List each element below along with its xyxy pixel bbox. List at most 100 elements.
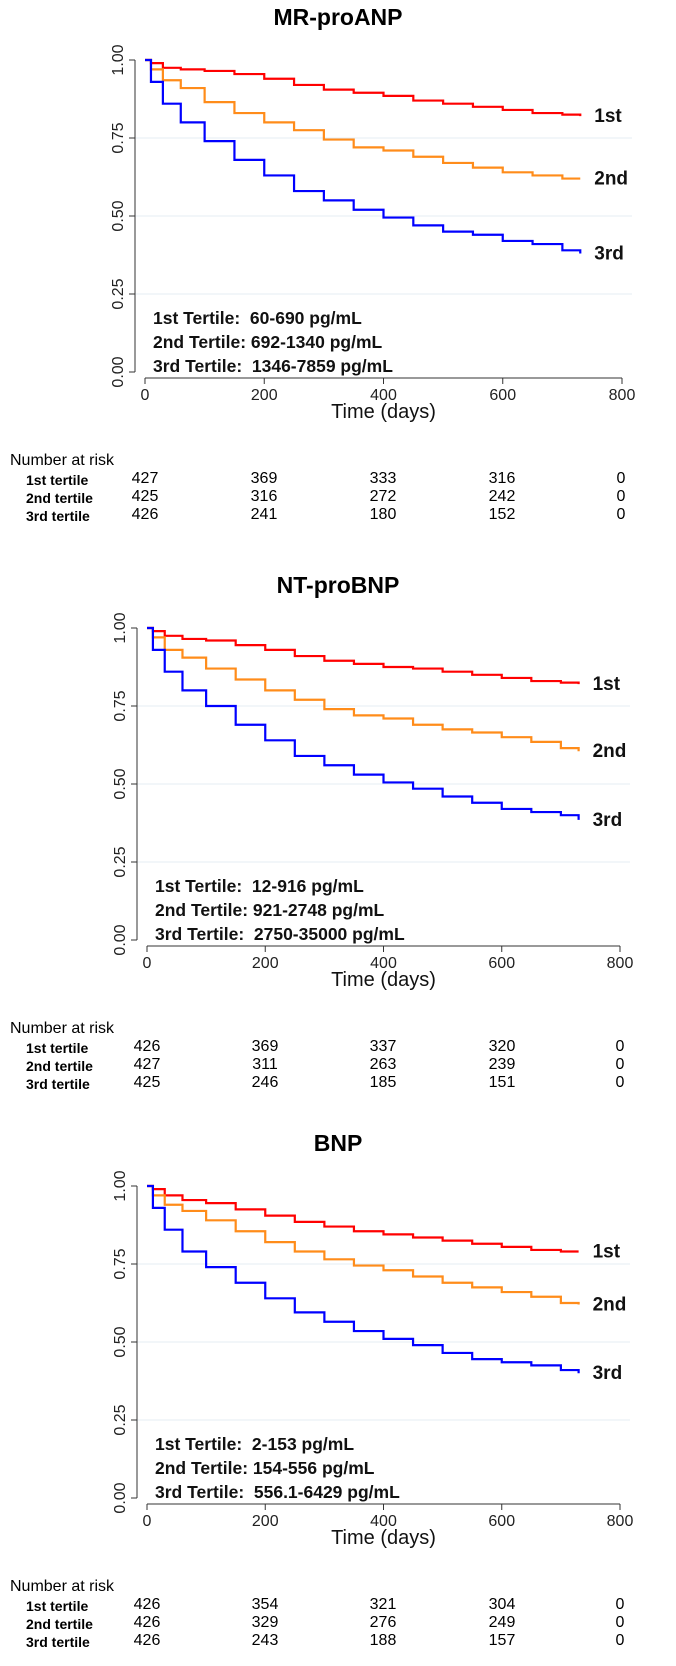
- risk-value: 426: [133, 1614, 161, 1631]
- risk-value: 425: [133, 1074, 161, 1091]
- risk-value: 369: [251, 1038, 279, 1055]
- x-tick-label: 200: [252, 955, 279, 972]
- risk-value: 426: [133, 1038, 161, 1055]
- risk-value: 427: [133, 1056, 161, 1073]
- series-line-1st: [147, 1184, 579, 1253]
- risk-value: 0: [616, 506, 626, 523]
- series-end-label: 2nd: [593, 1295, 627, 1316]
- y-tick-label: 1.00: [112, 1170, 129, 1201]
- tertile-range-note: 1st Tertile: 12-916 pg/mL: [155, 876, 364, 896]
- risk-value: 0: [615, 1038, 625, 1055]
- risk-value: 272: [369, 488, 397, 505]
- km-plot-bnp: 0.00 0.25 0.50 0.75 1.00 0 200 400 600 800 Time (d…: [112, 1170, 634, 1549]
- series-line-1st: [147, 626, 580, 685]
- risk-value: 151: [488, 1074, 516, 1091]
- series-line-3rd: [147, 626, 580, 820]
- y-tick-label: 1.00: [110, 44, 127, 75]
- risk-value: 152: [488, 506, 516, 523]
- risk-value: 242: [488, 488, 516, 505]
- tertile-range-note: 2nd Tertile: 921-2748 pg/mL: [155, 900, 385, 920]
- series-line-1st: [145, 58, 582, 117]
- risk-value: 316: [250, 488, 278, 505]
- chart-title: MR-proANP: [273, 4, 403, 30]
- y-tick-label: 0.75: [112, 1248, 129, 1279]
- risk-value: 0: [615, 1596, 625, 1613]
- risk-value: 304: [488, 1596, 516, 1613]
- tertile-range-note: 1st Tertile: 2-153 pg/mL: [155, 1434, 354, 1454]
- y-tick-label: 0.00: [112, 1482, 129, 1513]
- km-plot-nt-probnp: 0.00 0.25 0.50 0.75 1.00 0 200 400 600 800 Time (d…: [112, 612, 634, 991]
- x-tick-label: 800: [607, 1513, 634, 1530]
- risk-value: 0: [616, 488, 626, 505]
- series-line-2nd: [145, 58, 581, 180]
- y-tick-label: 0.25: [112, 1404, 129, 1435]
- risk-value: 354: [251, 1596, 279, 1613]
- series-end-label: 1st: [594, 106, 622, 127]
- x-tick-label: 400: [370, 955, 397, 972]
- risk-row-label: 1st tertile: [26, 472, 89, 488]
- risk-table-header: Number at risk: [10, 452, 115, 469]
- x-axis-label: Time (days): [331, 401, 436, 423]
- tertile-range-note: 3rd Tertile: 2750-35000 pg/mL: [155, 924, 405, 944]
- series-line-3rd: [145, 58, 582, 254]
- y-tick-label: 0.25: [112, 846, 129, 877]
- risk-value: 426: [133, 1632, 161, 1649]
- y-tick-label: 0.25: [110, 278, 127, 309]
- series-end-label: 3rd: [593, 810, 623, 831]
- chart-title: BNP: [313, 1130, 363, 1156]
- series-end-label: 1st: [593, 674, 621, 695]
- risk-value: 321: [369, 1596, 397, 1613]
- risk-value: 369: [250, 470, 278, 487]
- x-tick-label: 0: [143, 1513, 152, 1530]
- risk-table: Number at risk 1st tertile 2nd tertile 3…: [0, 1578, 676, 1666]
- risk-value: 329: [251, 1614, 279, 1631]
- risk-table: Number at risk 1st tertile 2nd tertile 3…: [0, 452, 676, 540]
- tertile-range-note: 3rd Tertile: 556.1-6429 pg/mL: [155, 1482, 400, 1502]
- y-tick-label: 0.50: [112, 1326, 129, 1357]
- y-tick-label: 0.75: [110, 122, 127, 153]
- risk-row-label: 2nd tertile: [26, 490, 93, 506]
- risk-value: 333: [369, 470, 397, 487]
- tertile-range-note: 2nd Tertile: 154-556 pg/mL: [155, 1458, 375, 1478]
- risk-value: 0: [616, 470, 626, 487]
- chart-title: NT-proBNP: [276, 572, 400, 598]
- chart-panel-bnp: BNP 0.00 0.25 0.50 0.75 1.00 0 200 400 600 800 Tim…: [0, 1126, 676, 1666]
- risk-row-label: 3rd tertile: [26, 508, 90, 524]
- y-tick-label: 0.50: [112, 768, 129, 799]
- chart-panel-mr-proanp: MR-proANP 0.00 0.25 0.50 0.75 1.00 0 200 400 600…: [0, 0, 676, 540]
- risk-value: 0: [615, 1632, 625, 1649]
- risk-value: 320: [488, 1038, 516, 1055]
- risk-value: 180: [369, 506, 397, 523]
- y-tick-label: 0.00: [110, 356, 127, 387]
- x-tick-label: 800: [607, 955, 634, 972]
- x-tick-label: 0: [143, 955, 152, 972]
- x-tick-label: 0: [141, 387, 150, 404]
- risk-row-label: 1st tertile: [26, 1040, 89, 1056]
- risk-row-label: 1st tertile: [26, 1598, 89, 1614]
- risk-table: Number at risk 1st tertile 2nd tertile 3…: [0, 1020, 676, 1108]
- y-tick-label: 0.75: [112, 690, 129, 721]
- risk-row-label: 3rd tertile: [26, 1076, 90, 1092]
- risk-value: 337: [369, 1038, 397, 1055]
- risk-value: 249: [488, 1614, 516, 1631]
- x-tick-label: 600: [489, 387, 516, 404]
- risk-value: 185: [369, 1074, 397, 1091]
- series-end-label: 1st: [593, 1242, 621, 1263]
- series-line-3rd: [147, 1184, 580, 1374]
- risk-value: 157: [488, 1632, 516, 1649]
- risk-value: 263: [369, 1056, 397, 1073]
- x-tick-label: 400: [370, 1513, 397, 1530]
- x-tick-label: 600: [488, 1513, 515, 1530]
- y-tick-label: 0.50: [110, 200, 127, 231]
- risk-value: 241: [250, 506, 278, 523]
- series-line-2nd: [147, 1184, 580, 1305]
- risk-row-label: 3rd tertile: [26, 1634, 90, 1650]
- x-axis-label: Time (days): [331, 1527, 436, 1549]
- y-tick-label: 1.00: [112, 612, 129, 643]
- risk-value: 426: [133, 1596, 161, 1613]
- risk-value: 426: [131, 506, 159, 523]
- risk-row-label: 2nd tertile: [26, 1616, 93, 1632]
- risk-table-header: Number at risk: [10, 1578, 115, 1595]
- series-end-label: 2nd: [593, 741, 627, 762]
- tertile-range-note: 3rd Tertile: 1346-7859 pg/mL: [153, 356, 393, 376]
